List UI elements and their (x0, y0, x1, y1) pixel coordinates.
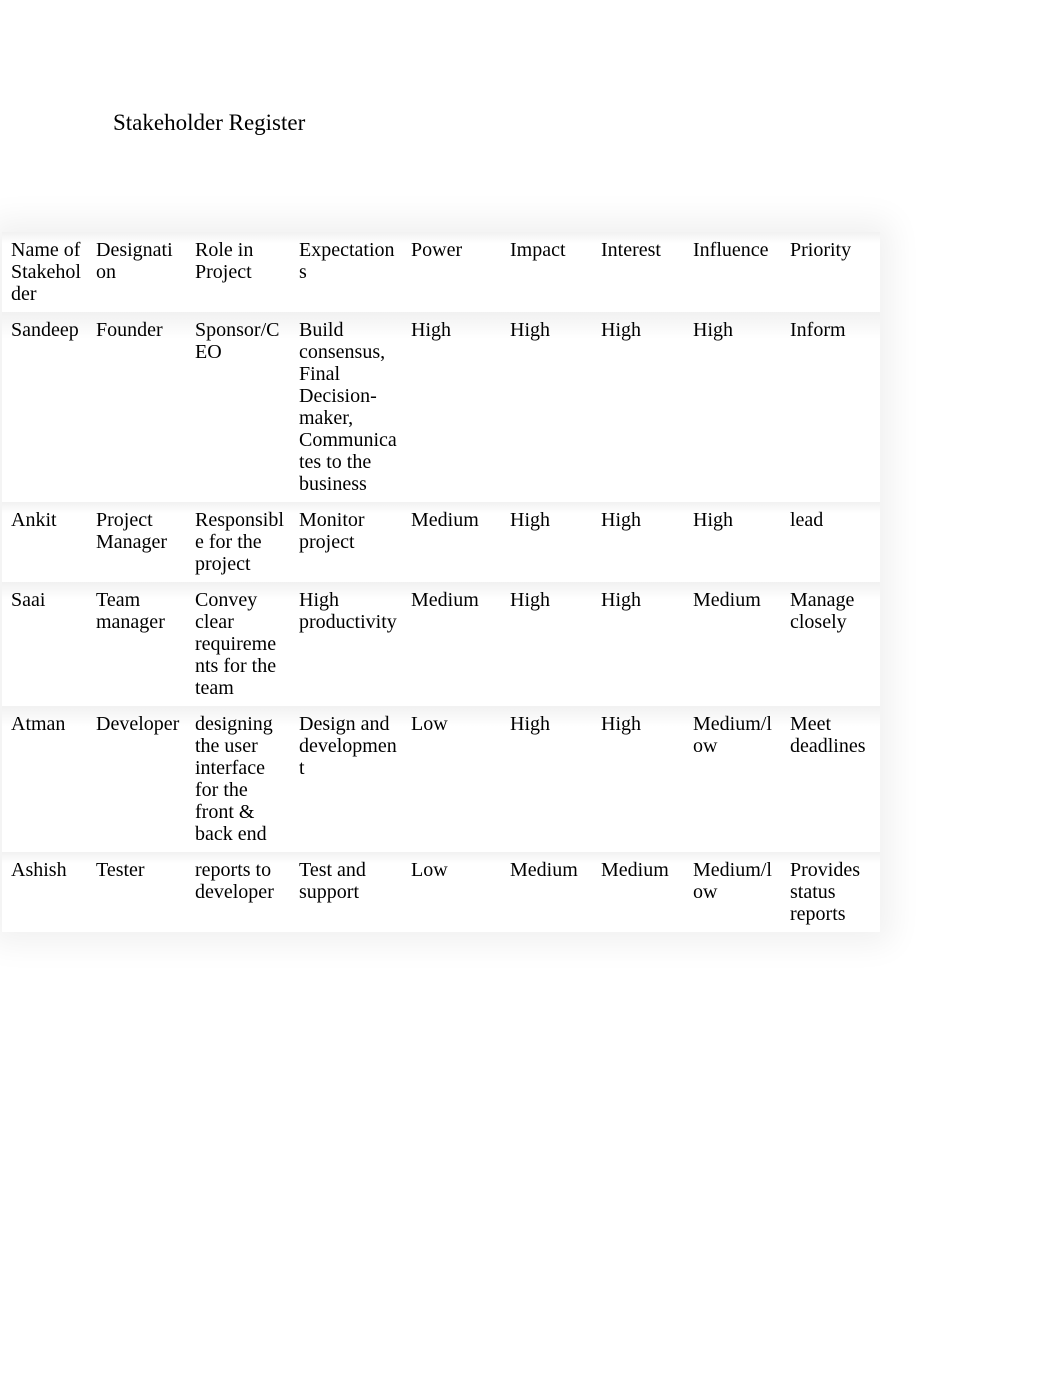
cell: High (402, 312, 501, 502)
stakeholder-table: Name of Stakeholder Designation Role in … (2, 232, 880, 932)
col-header: Power (402, 232, 501, 312)
cell: Medium/low (684, 852, 781, 932)
col-header: Impact (501, 232, 592, 312)
cell: Founder (87, 312, 186, 502)
cell: reports to developer (186, 852, 290, 932)
col-header: Priority (781, 232, 880, 312)
cell: Medium (402, 582, 501, 706)
table-row: Atman Developer designing the user inter… (2, 706, 880, 852)
cell: High (501, 312, 592, 502)
table-row: Saai Team manager Convey clear requireme… (2, 582, 880, 706)
cell: Medium (592, 852, 684, 932)
cell: designing the user interface for the fro… (186, 706, 290, 852)
cell: Build consensus, Final Decision-maker, C… (290, 312, 402, 502)
table-row: Sandeep Founder Sponsor/CEO Build consen… (2, 312, 880, 502)
cell: Sponsor/CEO (186, 312, 290, 502)
cell: High (592, 706, 684, 852)
table-row: Ankit Project Manager Responsible for th… (2, 502, 880, 582)
cell: Medium (684, 582, 781, 706)
cell: Medium (501, 852, 592, 932)
cell: Responsible for the project (186, 502, 290, 582)
cell: Low (402, 706, 501, 852)
col-header: Expectations (290, 232, 402, 312)
col-header: Interest (592, 232, 684, 312)
cell: High (592, 312, 684, 502)
cell: Tester (87, 852, 186, 932)
table-row: Ashish Tester reports to developer Test … (2, 852, 880, 932)
cell: High (501, 582, 592, 706)
col-header: Name of Stakeholder (2, 232, 87, 312)
cell: Provides status reports (781, 852, 880, 932)
page-title: Stakeholder Register (113, 110, 305, 136)
cell: High productivity (290, 582, 402, 706)
cell: High (501, 706, 592, 852)
cell: Inform (781, 312, 880, 502)
cell: Ankit (2, 502, 87, 582)
cell: Medium/low (684, 706, 781, 852)
cell: High (592, 582, 684, 706)
cell: Project Manager (87, 502, 186, 582)
cell: Developer (87, 706, 186, 852)
cell: Test and support (290, 852, 402, 932)
cell: Manage closely (781, 582, 880, 706)
page: Stakeholder Register Name of Stakeholder… (0, 0, 1062, 1376)
cell: Monitor project (290, 502, 402, 582)
cell: Atman (2, 706, 87, 852)
table-header-row: Name of Stakeholder Designation Role in … (2, 232, 880, 312)
cell: Medium (402, 502, 501, 582)
cell: Sandeep (2, 312, 87, 502)
cell: High (684, 312, 781, 502)
cell: Meet deadlines (781, 706, 880, 852)
cell: Low (402, 852, 501, 932)
col-header: Influence (684, 232, 781, 312)
cell: High (684, 502, 781, 582)
col-header: Role in Project (186, 232, 290, 312)
cell: Convey clear requirements for the team (186, 582, 290, 706)
cell: Saai (2, 582, 87, 706)
cell: High (592, 502, 684, 582)
cell: Ashish (2, 852, 87, 932)
col-header: Designation (87, 232, 186, 312)
cell: High (501, 502, 592, 582)
cell: Team manager (87, 582, 186, 706)
cell: lead (781, 502, 880, 582)
cell: Design and development (290, 706, 402, 852)
stakeholder-table-wrap: Name of Stakeholder Designation Role in … (2, 232, 880, 932)
